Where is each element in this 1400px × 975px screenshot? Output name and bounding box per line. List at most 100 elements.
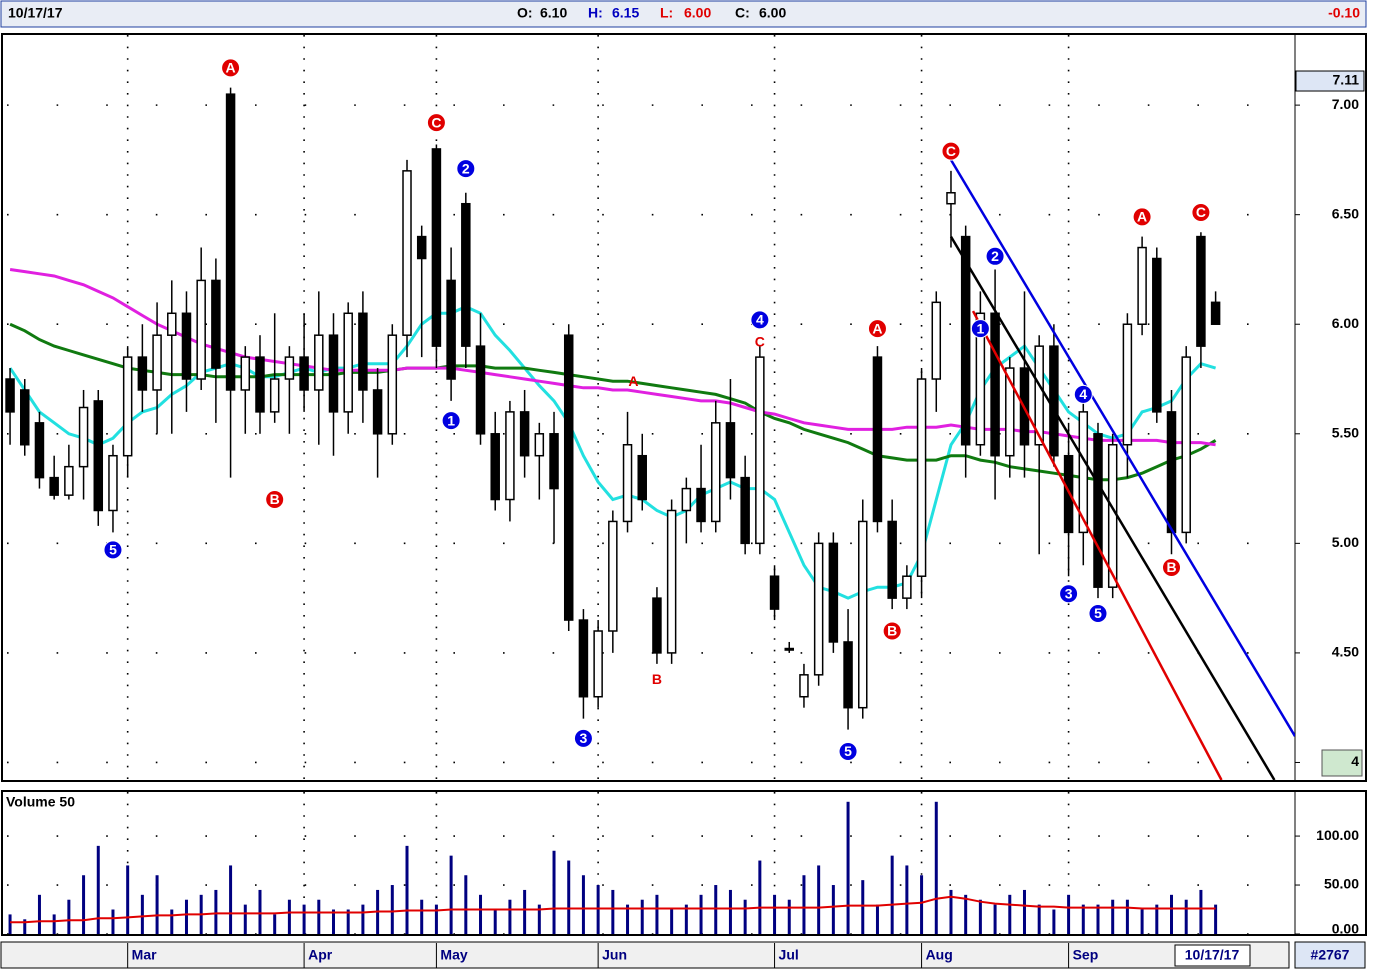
volume-bar [1096, 904, 1100, 934]
volume-bar [126, 865, 130, 934]
volume-bar [1081, 904, 1085, 934]
wave-label: A [226, 60, 236, 76]
candle-body [431, 148, 442, 347]
candle-body [505, 411, 515, 501]
candle-body [240, 356, 251, 391]
x-tick-label: Jul [779, 947, 799, 963]
wave-badge [441, 411, 461, 431]
candle-body [990, 312, 1000, 457]
x-tick-label: Mar [132, 947, 157, 963]
volume-bar [905, 865, 909, 934]
candle-body [828, 542, 839, 643]
wave-badge [1191, 202, 1211, 222]
price-marker-label: 7.11 [1333, 72, 1360, 88]
candle-body [108, 454, 118, 512]
quote-bar [0, 0, 1367, 28]
candle-body [255, 356, 265, 413]
candle-body [858, 520, 868, 709]
volume-bar [420, 899, 424, 934]
volume-bar [611, 889, 615, 934]
candle-body [1137, 246, 1147, 325]
candle-body [269, 378, 280, 413]
wave-badge [103, 540, 123, 560]
candle-body [93, 400, 104, 512]
volume-bar [508, 899, 512, 934]
candle-body [167, 312, 177, 336]
volume-bar [920, 875, 924, 934]
wave-label: 2 [991, 248, 999, 264]
volume-bar [434, 904, 438, 934]
x-tick-label: Sep [1073, 947, 1099, 963]
volume-bar [96, 845, 100, 934]
candle-body [637, 454, 647, 501]
price-marker-box [1295, 70, 1365, 92]
candle-body [1078, 411, 1089, 534]
price-plot: 5 A B C 1 2 3 A B 4 C 5 A B C 1 2 3 4 5 A B C [5, 35, 1295, 780]
candle-body [725, 422, 736, 479]
wave-badge [265, 490, 285, 510]
candle-body [314, 334, 324, 391]
candle-body [946, 192, 956, 205]
candle-body [1093, 433, 1103, 588]
volume-bar [287, 899, 291, 934]
volume-bar [346, 909, 350, 934]
wave-badge [985, 246, 1005, 266]
volume-bar [846, 801, 850, 934]
wave-label: C [755, 333, 765, 349]
volume-bar [493, 909, 497, 934]
wave-label: A [628, 373, 638, 389]
price-panel [1, 33, 1367, 782]
change: -0.10 [1328, 5, 1360, 21]
volume-bar [743, 899, 747, 934]
trend-line [949, 159, 1295, 737]
wave-badge [573, 728, 593, 748]
volume-bar [258, 889, 262, 934]
volume-average [10, 895, 1216, 924]
wave-badge [1059, 584, 1079, 604]
candle-body [196, 279, 206, 380]
volume-bar [1155, 904, 1159, 934]
wave-badge [867, 319, 887, 339]
wave-badge [1132, 207, 1152, 227]
candle-body [593, 630, 603, 698]
volume-bar [567, 860, 571, 934]
wave-label: B [1166, 559, 1176, 575]
wave-badge [456, 159, 476, 179]
volume-bar [1022, 889, 1026, 934]
volume-bar [111, 909, 115, 934]
volume-bar [934, 801, 938, 934]
candle-body [1152, 257, 1162, 413]
wave-label: 5 [1094, 605, 1102, 621]
candle-body [34, 422, 45, 479]
volume-bar [229, 865, 233, 934]
volume-bar [1008, 894, 1012, 934]
moving-average [8, 305, 1217, 600]
volume-bar [773, 894, 777, 934]
candle-body [64, 465, 74, 496]
tool-icon[interactable] [1321, 749, 1363, 777]
volume-bar [626, 904, 630, 934]
wave-label: 4 [1079, 386, 1087, 402]
candle-body [1034, 345, 1044, 446]
volume-bar [37, 894, 41, 934]
volume-bar [67, 899, 71, 934]
volume-bar [1199, 889, 1203, 934]
candle-body [490, 433, 500, 501]
candle-body [681, 487, 692, 512]
candle-body [622, 444, 633, 523]
candle-body [931, 301, 942, 380]
candle-body [740, 476, 750, 545]
volume-bar [596, 885, 600, 934]
candle-body [608, 520, 618, 632]
id-box [1294, 941, 1366, 969]
candle-body [666, 509, 677, 654]
y-tick-label: 5.00 [1332, 534, 1359, 550]
wave-label: C [946, 143, 956, 159]
y-tick-label: 0.00 [1332, 921, 1359, 937]
candle-body [284, 356, 295, 380]
wave-label: C [431, 114, 441, 130]
close-label: C: [735, 5, 750, 21]
wave-label: 5 [109, 542, 117, 558]
candle-body [402, 170, 412, 336]
candle-body [799, 674, 809, 698]
